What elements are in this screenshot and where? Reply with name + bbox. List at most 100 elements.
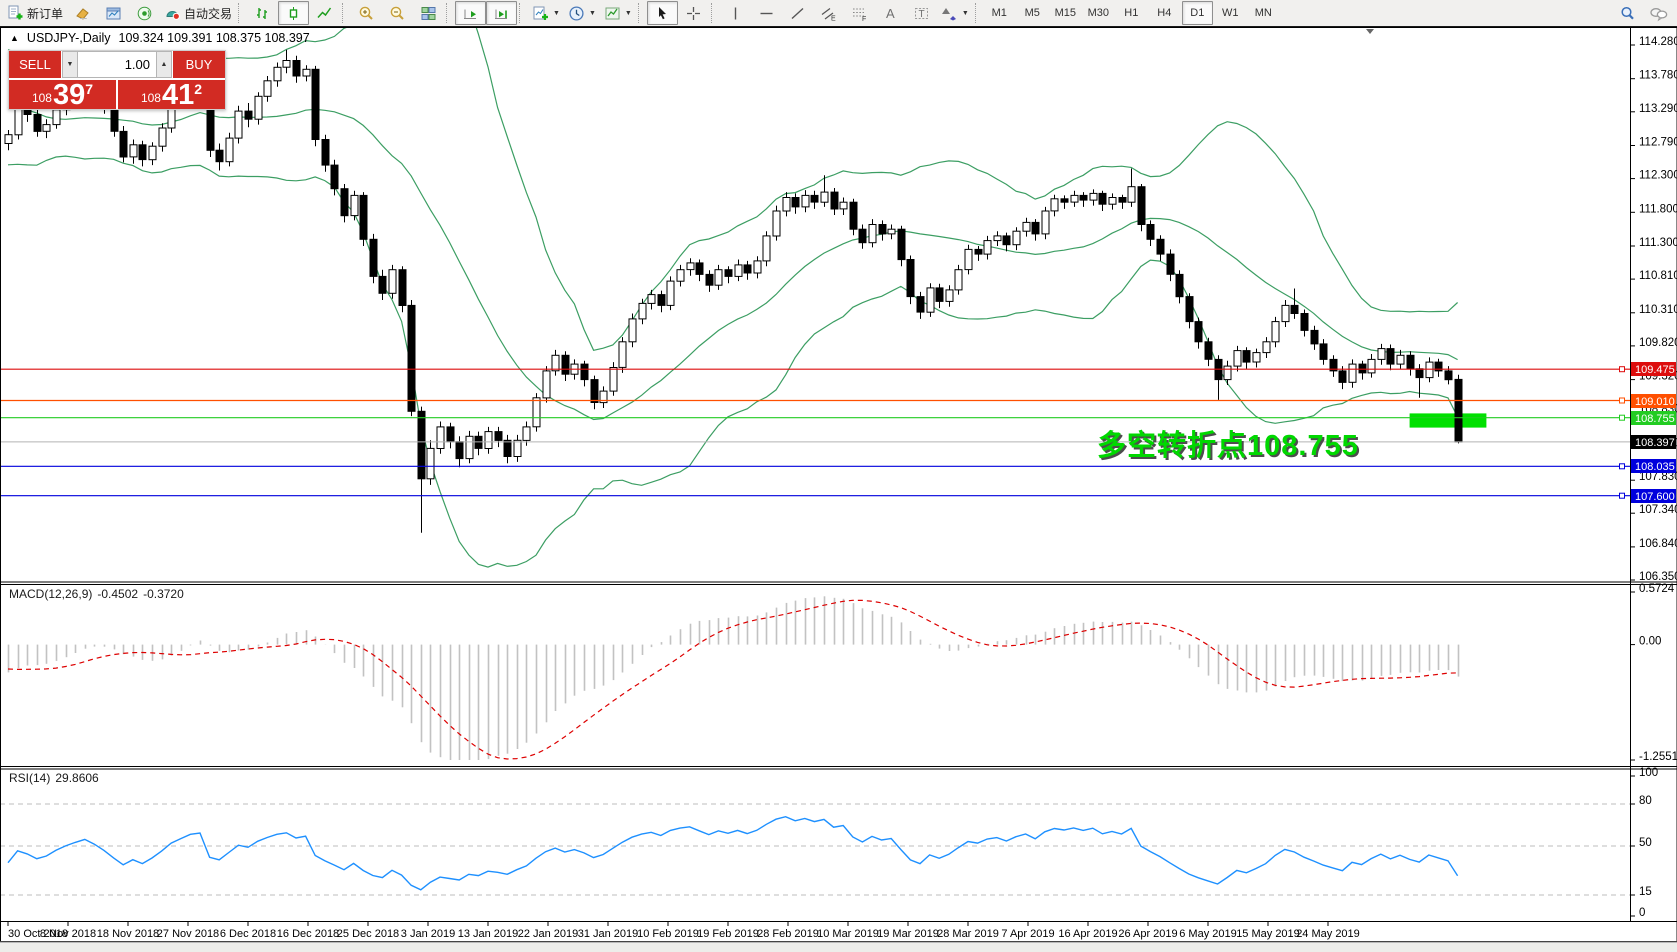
timeframe-d1-button[interactable]: D1 (1181, 1, 1213, 25)
volume-input[interactable]: 1.00 (78, 51, 156, 78)
svg-text:19 Mar 2019: 19 Mar 2019 (877, 928, 939, 940)
svg-text:108.755: 108.755 (1635, 413, 1675, 425)
svg-text:110.810: 110.810 (1639, 270, 1677, 282)
svg-text:114.280: 114.280 (1639, 36, 1677, 48)
svg-text:109.820: 109.820 (1639, 337, 1677, 349)
trendline-icon (791, 7, 804, 19)
highlight-rectangle[interactable] (1409, 413, 1487, 428)
fibonacci-tool-button[interactable]: F (844, 1, 875, 25)
volume-increase-button[interactable]: ▲ (156, 51, 172, 78)
svg-text:50: 50 (1639, 837, 1652, 849)
cursor-icon (658, 6, 666, 19)
timeframe-m30-button[interactable]: M30 (1087, 7, 1109, 19)
auto-scroll-button[interactable] (455, 1, 487, 25)
autotrade-label: 自动交易 (184, 6, 233, 21)
toolbar-separator (446, 3, 451, 23)
charts-window-button[interactable] (98, 1, 129, 25)
new-order-label: 新订单 (27, 6, 64, 21)
search-button[interactable] (1612, 1, 1643, 25)
ask-pip-digit: 2 (194, 81, 203, 97)
zoom-in-button[interactable] (351, 1, 382, 25)
timeframe-mn-button[interactable]: MN (1254, 7, 1272, 19)
chart-shift-icon (495, 9, 508, 19)
svg-text:111.800: 111.800 (1639, 203, 1677, 215)
timeframe-h1-button[interactable]: H1 (1124, 7, 1139, 19)
horizontal-level-lines[interactable] (0, 366, 1630, 499)
eraser-button[interactable] (67, 1, 98, 25)
timeframe-h4-button[interactable]: H4 (1157, 7, 1172, 19)
chart-shift-marker-icon[interactable] (1366, 29, 1374, 34)
crosshair-tool-button[interactable] (678, 1, 709, 25)
ask-price-button[interactable]: 108 41 2 (118, 79, 225, 111)
svg-text:6 Dec 2018: 6 Dec 2018 (220, 928, 276, 940)
template-button[interactable]: ▼ (600, 1, 636, 25)
timeframe-m5-button[interactable]: M5 (1024, 7, 1040, 19)
svg-text:3 Jan 2019: 3 Jan 2019 (401, 928, 455, 940)
svg-text:8 Nov 2018: 8 Nov 2018 (40, 928, 96, 940)
chat-button[interactable] (1643, 1, 1674, 25)
svg-text:31 Jan 2019: 31 Jan 2019 (578, 928, 639, 940)
vertical-line-tool-button[interactable] (720, 1, 751, 25)
svg-text:E: E (831, 15, 836, 22)
tile-windows-button[interactable] (413, 1, 444, 25)
one-click-trading-panel: SELL ▼ 1.00 ▲ BUY 108 39 7 108 41 2 (8, 50, 226, 110)
bid-price-button[interactable]: 108 39 7 (9, 80, 118, 110)
macd-name: MACD(12,26,9) (9, 587, 93, 601)
ask-big-digits: 41 (161, 79, 195, 111)
arrows-caret-icon: ▼ (961, 9, 969, 17)
bar-chart-button[interactable] (247, 1, 278, 25)
cursor-tool-button[interactable] (646, 1, 678, 25)
trendline-tool-button[interactable] (782, 1, 813, 25)
volume-decrease-button[interactable]: ▼ (62, 51, 78, 78)
autotrade-button[interactable]: 自动交易 (160, 1, 236, 25)
indicators-button[interactable]: ▼ (528, 1, 564, 25)
text-tool-button[interactable]: A (875, 1, 906, 25)
timeframe-m1-button[interactable]: M1 (991, 7, 1007, 19)
chart-title-row: ▲ USDJPY-,Daily 109.324 109.391 108.375 … (10, 31, 310, 45)
horizontal-line-tool-button[interactable] (751, 1, 782, 25)
period-button[interactable]: ▼ (564, 1, 600, 25)
arrows-tool-button[interactable]: ▼ (937, 1, 973, 25)
price-axis[interactable]: 114.280 113.780 113.290 112.790 112.300 111.8… (1630, 36, 1677, 919)
svg-text:13 Jan 2019: 13 Jan 2019 (458, 928, 519, 940)
toolbar-separator (637, 3, 643, 23)
toolbar-separator (519, 3, 524, 23)
line-chart-button[interactable] (309, 1, 340, 25)
toolbar-separator (974, 3, 980, 23)
pivot-annotation-text[interactable]: 多空转折点108.755 (1097, 430, 1359, 462)
rsi-label-row: RSI(14) 29.8606 (9, 771, 104, 785)
channel-tool-button[interactable]: E (813, 1, 844, 25)
sound-button[interactable] (129, 1, 160, 25)
svg-text:18 Nov 2018: 18 Nov 2018 (97, 928, 159, 940)
vertical-line-icon (734, 7, 737, 19)
candle-chart-button[interactable] (278, 1, 310, 25)
bid-prefix: 108 (31, 91, 52, 105)
svg-text:10 Feb 2019: 10 Feb 2019 (637, 928, 699, 940)
horizontal-line-icon (760, 12, 773, 14)
text-label-tool-button[interactable]: T (906, 1, 937, 25)
svg-text:107.340: 107.340 (1639, 504, 1677, 516)
buy-button[interactable]: BUY (173, 51, 225, 78)
sell-button[interactable]: SELL (9, 51, 61, 78)
template-icon (605, 7, 620, 19)
svg-text:28 Mar 2019: 28 Mar 2019 (937, 928, 999, 940)
svg-text:113.780: 113.780 (1639, 70, 1677, 82)
svg-text:T: T (918, 9, 924, 20)
new-order-button[interactable]: 新订单 (3, 1, 67, 25)
autotrade-icon (166, 10, 180, 20)
toolbar-separator (710, 3, 716, 23)
volume-stepper: ▼ 1.00 ▲ (61, 51, 173, 78)
chart-shift-button[interactable] (486, 1, 518, 25)
svg-text:108.397: 108.397 (1635, 437, 1675, 449)
zoom-out-button[interactable] (382, 1, 413, 25)
crosshair-icon (686, 6, 700, 20)
timeframe-w1-button[interactable]: W1 (1222, 7, 1239, 19)
svg-text:112.300: 112.300 (1639, 170, 1677, 182)
timeframe-m15-button[interactable]: M15 (1054, 7, 1076, 19)
chart-title: USDJPY-,Daily (26, 31, 111, 45)
svg-text:15 May 2019: 15 May 2019 (1236, 928, 1300, 940)
svg-text:22 Jan 2019: 22 Jan 2019 (518, 928, 579, 940)
svg-text:19 Feb 2019: 19 Feb 2019 (697, 928, 759, 940)
